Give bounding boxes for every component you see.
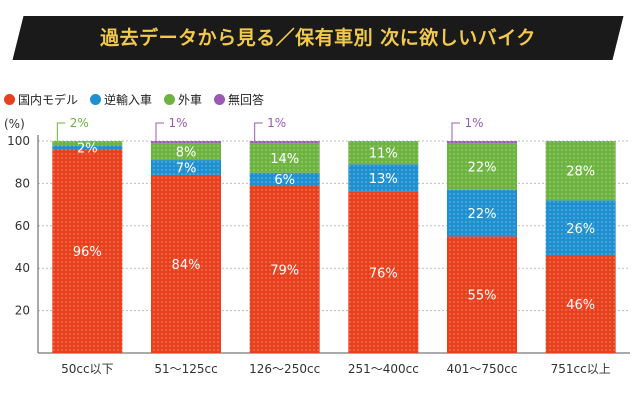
data-label-1-0: 2%	[77, 141, 98, 156]
bar-texture-2-4	[447, 143, 517, 190]
legend-swatch-domestic	[4, 93, 15, 105]
data-label-0-4: 55%	[468, 289, 497, 304]
leader-line-3-4	[451, 122, 460, 141]
leader-line-2-0	[56, 122, 66, 141]
data-label-2-5: 28%	[566, 165, 595, 180]
leader-line-3-2	[254, 122, 263, 141]
data-label-2-1: 8%	[176, 146, 197, 161]
legend-swatch-noanswer	[214, 93, 226, 105]
bar-texture-0-3	[348, 191, 419, 353]
data-label-1-5: 26%	[566, 222, 595, 237]
legend-swatch-foreign	[164, 93, 176, 105]
bar-texture-0-0	[52, 149, 123, 353]
legend-item-foreign: 外車	[164, 91, 202, 108]
leader-line-3-1	[155, 122, 164, 141]
y-axis-unit-label: (%)	[4, 117, 25, 131]
data-label-1-2: 6%	[274, 173, 295, 188]
data-label-2-0: 2%	[70, 116, 89, 130]
bar-texture-3-4	[447, 141, 517, 144]
legend-item-noanswer: 無回答	[214, 91, 264, 108]
legend-label-foreign: 外車	[178, 92, 203, 107]
bar-texture-2-5	[545, 141, 616, 201]
data-label-3-4: 1%	[464, 116, 483, 130]
legend-item-reimport: 逆輸入車	[90, 91, 152, 108]
bar-texture-3-2	[249, 141, 320, 144]
data-label-1-1: 7%	[176, 162, 197, 177]
x-tick-label-0: 50cc以下	[61, 362, 113, 376]
data-label-2-3: 11%	[369, 147, 398, 162]
bar-texture-0-1	[151, 174, 221, 353]
data-label-1-3: 13%	[369, 172, 398, 187]
legend-label-domestic: 国内モデル	[18, 92, 79, 107]
bar-texture-1-0	[52, 145, 123, 150]
x-tick-label-1: 51〜125cc	[154, 362, 217, 376]
data-label-0-2: 79%	[270, 263, 299, 278]
data-label-3-1: 1%	[168, 116, 187, 130]
legend-label-noanswer: 無回答	[228, 92, 265, 107]
legend-label-reimport: 逆輸入車	[104, 92, 153, 107]
data-label-0-3: 76%	[369, 266, 398, 281]
bar-texture-2-1	[151, 143, 221, 161]
y-tick-label-60: 60	[15, 219, 30, 233]
data-label-1-4: 22%	[468, 207, 497, 222]
data-label-0-1: 84%	[172, 258, 201, 273]
y-tick-label-20: 20	[15, 304, 30, 318]
x-tick-label-2: 126〜250cc	[249, 362, 320, 376]
bar-texture-0-4	[447, 236, 517, 353]
bar-texture-2-0	[52, 141, 123, 146]
data-label-2-2: 14%	[270, 152, 299, 167]
bar-texture-1-2	[249, 172, 320, 186]
bar-texture-1-3	[348, 164, 419, 192]
bar-texture-2-2	[249, 143, 320, 173]
y-tick-label-100: 100	[7, 134, 30, 148]
data-label-3-2: 1%	[267, 116, 286, 130]
bar-texture-1-1	[151, 160, 221, 175]
bar-texture-3-1	[151, 141, 221, 144]
x-tick-label-3: 251〜400cc	[348, 362, 419, 376]
legend: 国内モデル 逆輸入車 外車 無回答	[4, 90, 276, 108]
y-tick-label-40: 40	[15, 261, 30, 275]
data-label-0-0: 96%	[73, 245, 102, 260]
legend-item-domestic: 国内モデル	[4, 91, 78, 108]
bar-texture-1-5	[545, 200, 616, 256]
bar-texture-0-5	[545, 255, 616, 353]
x-tick-label-4: 401〜750cc	[446, 362, 517, 376]
x-tick-label-5: 751cc以上	[551, 362, 611, 376]
chart-title: 過去データから見る／保有車別 次に欲しいバイク	[100, 27, 536, 49]
data-label-2-4: 22%	[468, 160, 497, 175]
data-label-0-5: 46%	[566, 298, 595, 313]
bar-texture-1-4	[447, 189, 517, 237]
y-tick-label-80: 80	[15, 176, 30, 190]
bar-texture-0-2	[249, 185, 320, 353]
legend-swatch-reimport	[90, 93, 102, 105]
bar-texture-2-3	[348, 141, 419, 165]
